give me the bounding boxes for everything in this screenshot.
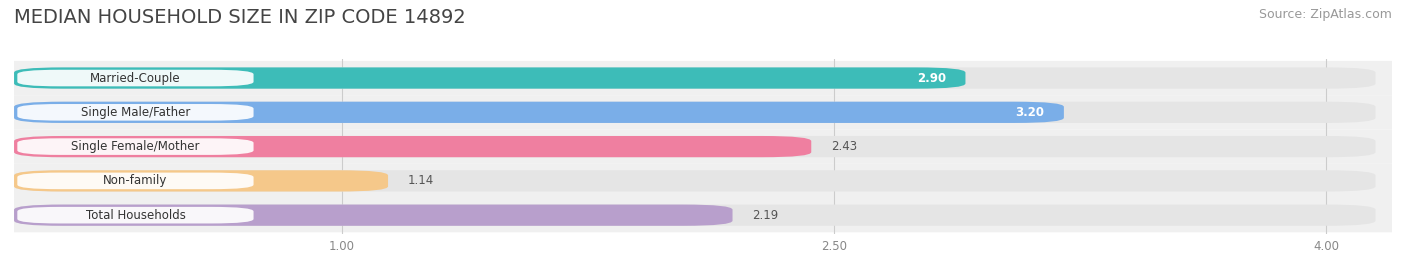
FancyBboxPatch shape <box>14 61 1392 95</box>
Text: Total Households: Total Households <box>86 209 186 222</box>
Text: Non-family: Non-family <box>103 174 167 187</box>
FancyBboxPatch shape <box>14 204 733 226</box>
FancyBboxPatch shape <box>14 136 1375 157</box>
FancyBboxPatch shape <box>14 198 1392 232</box>
FancyBboxPatch shape <box>14 68 1375 89</box>
FancyBboxPatch shape <box>17 138 253 155</box>
FancyBboxPatch shape <box>14 170 388 192</box>
Text: 1.14: 1.14 <box>408 174 434 187</box>
Text: 2.90: 2.90 <box>917 72 946 84</box>
Text: Married-Couple: Married-Couple <box>90 72 181 84</box>
FancyBboxPatch shape <box>14 129 1392 164</box>
Text: MEDIAN HOUSEHOLD SIZE IN ZIP CODE 14892: MEDIAN HOUSEHOLD SIZE IN ZIP CODE 14892 <box>14 8 465 27</box>
FancyBboxPatch shape <box>14 102 1064 123</box>
Text: Source: ZipAtlas.com: Source: ZipAtlas.com <box>1258 8 1392 21</box>
FancyBboxPatch shape <box>14 136 811 157</box>
Text: Single Female/Mother: Single Female/Mother <box>72 140 200 153</box>
FancyBboxPatch shape <box>17 173 253 189</box>
Text: 3.20: 3.20 <box>1015 106 1045 119</box>
Text: 2.43: 2.43 <box>831 140 858 153</box>
Text: Single Male/Father: Single Male/Father <box>80 106 190 119</box>
FancyBboxPatch shape <box>14 164 1392 198</box>
FancyBboxPatch shape <box>17 104 253 121</box>
FancyBboxPatch shape <box>14 170 1375 192</box>
FancyBboxPatch shape <box>14 95 1392 129</box>
FancyBboxPatch shape <box>14 204 1375 226</box>
FancyBboxPatch shape <box>14 102 1375 123</box>
Text: 2.19: 2.19 <box>752 209 779 222</box>
FancyBboxPatch shape <box>17 70 253 86</box>
FancyBboxPatch shape <box>17 207 253 224</box>
FancyBboxPatch shape <box>14 68 966 89</box>
